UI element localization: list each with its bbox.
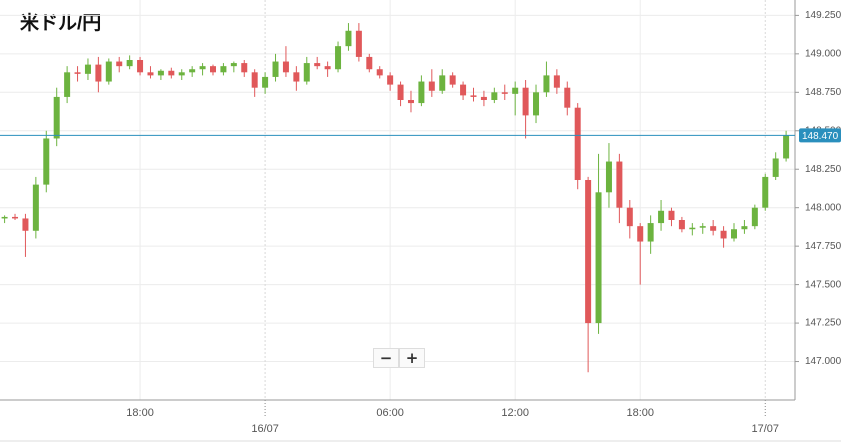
candle-body [480,96,487,100]
candle-body [137,60,144,73]
x-tick-label: 18:00 [626,407,654,419]
x-tick-label: 12:00 [501,407,529,419]
candle-body [689,227,696,230]
candle-body [32,184,39,231]
candle-body [64,72,71,97]
candle-body [157,70,164,76]
candle-body [491,92,498,100]
candle-body [762,176,769,208]
candle-body [324,66,331,70]
candle-body [95,64,102,82]
candle-body [43,138,50,185]
y-tick-label: 149.250 [805,10,841,21]
candle-body [147,72,154,76]
candle-body [397,84,404,100]
candle-body [501,92,508,94]
candle-body [647,223,654,242]
candle-body [512,87,519,94]
candle-body [543,75,550,93]
candle-body [470,95,477,97]
candle-body [105,61,112,82]
candle-body [53,96,60,139]
candle-body [220,66,227,73]
y-tick-label: 147.750 [805,241,841,252]
candle-body [84,64,91,74]
candle-body [210,66,216,73]
candle-body [418,81,425,104]
candle-body [460,84,467,96]
candle-body [251,72,258,88]
candle-body [699,226,706,228]
candle-body [376,69,383,76]
candle-body [658,210,665,224]
candle-body [741,226,748,230]
y-tick-label: 147.500 [805,279,841,290]
x-tick-label: 06:00 [376,407,404,419]
candle-body [282,61,289,73]
y-tick-label: 148.000 [805,202,841,213]
chart-title: 米ドル/円 [20,11,101,34]
candle-body [262,76,269,88]
y-tick-label: 148.250 [805,164,841,175]
candle-body [335,46,342,70]
current-price-tag [799,128,841,143]
candle-body [293,72,300,82]
y-tick-label: 149.000 [805,48,841,59]
candle-body [439,75,446,91]
candle-body [241,63,248,73]
candle-body [189,69,196,73]
candle-body [668,210,675,220]
candle-body [522,87,529,116]
candle-body [751,207,758,227]
candle-body [626,207,633,227]
candle-body [303,63,310,82]
candle-body [428,81,435,91]
candle-body [637,226,644,242]
candle-body [783,135,790,159]
y-tick-label: 148.750 [805,87,841,98]
candle-body [678,220,685,230]
candle-body [616,161,623,208]
candle-body [355,30,362,57]
candle-body [574,107,581,180]
candle-body [720,230,727,239]
candle-body [595,192,602,324]
candle-body [168,70,175,76]
y-tick-label: 147.000 [805,356,841,367]
y-tick-label: 147.250 [805,318,841,329]
candle-body [553,75,560,88]
candle-body [366,56,373,70]
candle-body [12,216,19,219]
candle-body [449,75,456,85]
candle-body [22,218,29,231]
zoom-in-button[interactable]: + [399,348,425,368]
candle-body [605,161,612,193]
candle-body [230,63,237,67]
x-tick-label: 18:00 [126,407,154,419]
zoom-out-button[interactable]: − [373,348,399,368]
candle-body [199,66,206,70]
candle-body [178,72,185,76]
candle-body [1,216,8,219]
candle-body [387,75,394,85]
x-tick-label: 16/07 [251,423,279,435]
candle-body [314,63,321,67]
candle-body [564,87,571,108]
candle-body [345,30,352,47]
candle-body [74,72,81,74]
candle-body [116,61,123,67]
candle-body [772,158,779,177]
x-tick-label: 17/07 [751,423,779,435]
current-price-label: 148.470 [802,131,839,142]
candle-body [585,180,592,324]
candle-body [731,229,737,239]
candle-body [126,60,133,67]
candle-body [407,100,414,104]
candle-body [533,92,540,116]
candle-body [272,61,279,77]
candle-body [710,226,717,231]
